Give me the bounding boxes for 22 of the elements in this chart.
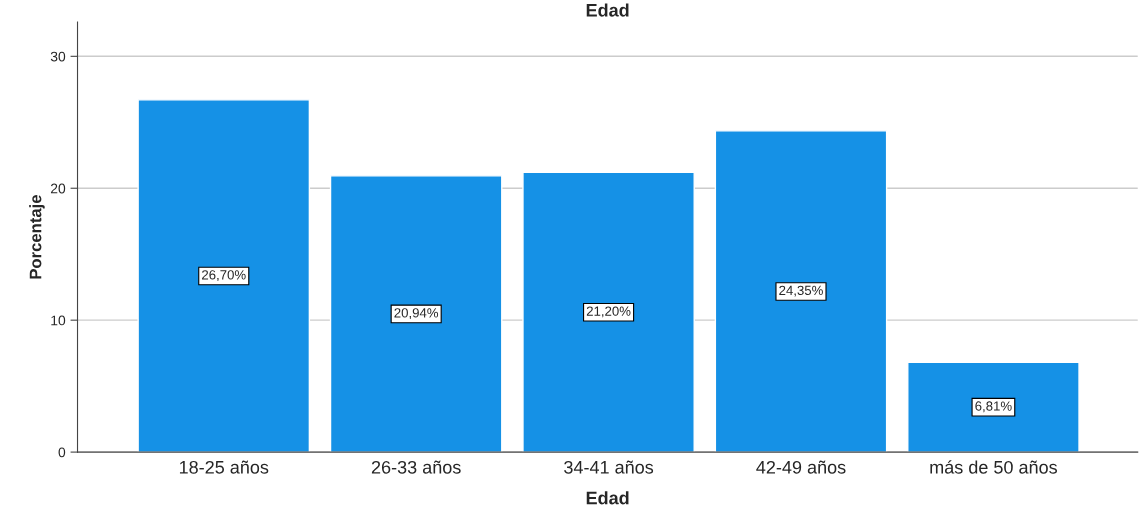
x-tick-label: 26-33 años [371,460,461,474]
bar [522,171,695,453]
data-label: 24,35% [779,285,823,297]
chart-title: Edad [586,3,629,17]
y-axis-title: Porcentaje [29,195,45,279]
bar [907,361,1080,453]
bar [329,175,503,453]
x-tick-label: 42-49 años [756,460,846,474]
y-tick-label: 30 [50,51,66,62]
x-tick-label: 34-41 años [564,460,654,474]
y-tick-label: 20 [50,183,66,194]
x-tick-label: más de 50 años [930,460,1057,474]
data-label: 26,70% [202,270,246,282]
y-tick-label: 0 [58,447,66,458]
bar [137,99,311,453]
data-label: 21,20% [586,306,631,318]
data-label: 20,94% [394,308,439,320]
x-tick-label: 18-25 años [179,460,269,474]
y-tick-label: 10 [51,315,66,326]
data-label: 6,81% [975,401,1012,413]
bar [714,130,888,453]
x-axis-title: Edad [586,491,629,505]
